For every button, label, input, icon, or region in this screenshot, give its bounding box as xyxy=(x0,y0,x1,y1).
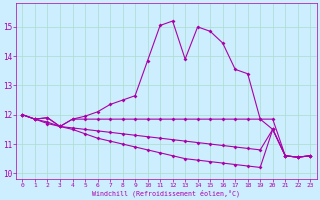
X-axis label: Windchill (Refroidissement éolien,°C): Windchill (Refroidissement éolien,°C) xyxy=(92,189,240,197)
